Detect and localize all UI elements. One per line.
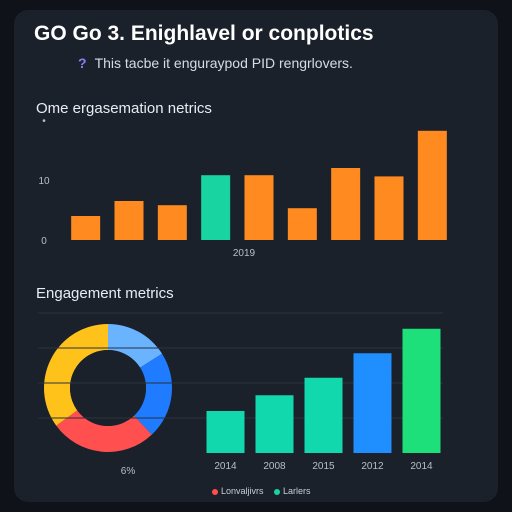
donut-chart: 6%: [44, 324, 172, 477]
top-bar-chart: 0 10 • 2019: [38, 116, 447, 259]
y-tick-label: 0: [41, 236, 47, 247]
x-tick-label: 2012: [361, 461, 384, 472]
x-axis-label: 2019: [233, 248, 256, 259]
legend-swatch: [212, 488, 218, 495]
subtitle-text: This tacbe it enguraypod PID rengrlovers…: [94, 55, 353, 71]
bar: [206, 411, 245, 453]
bar: [353, 353, 392, 453]
pie-slice: [134, 353, 172, 435]
bar: [157, 205, 187, 240]
bar: [417, 130, 447, 240]
y-tick-label: 10: [38, 176, 50, 187]
pie-slice: [44, 324, 108, 426]
page-subtitle: ? This tacbe it enguraypod PID rengrlover…: [78, 55, 353, 71]
bar: [331, 168, 361, 240]
bar: [304, 377, 343, 453]
top-chart-title: Ome ergasemation netrics: [36, 100, 212, 117]
bar: [244, 175, 274, 240]
pie-slice: [56, 410, 152, 452]
legend-label: Larlers: [283, 486, 311, 496]
x-tick-label: 2014: [410, 461, 433, 472]
donut-hole: [70, 350, 146, 426]
bottom-bar-chart: 2014 2008 2015 2012 2014: [38, 312, 443, 472]
donut-label: 6%: [121, 466, 136, 477]
help-icon: ?: [78, 55, 87, 71]
legend-swatch: [274, 488, 281, 495]
pie-slice: [108, 324, 163, 368]
legend-label: Lonvaljivrs: [221, 486, 264, 496]
legend-item: Larlers: [274, 486, 311, 496]
x-tick-label: 2014: [214, 461, 237, 472]
bar: [71, 216, 101, 240]
bar: [255, 395, 294, 453]
bar: [114, 201, 144, 240]
y-tick-label: •: [42, 116, 46, 127]
page-title: GO Go 3. Enighlavel or conplotics: [34, 22, 374, 45]
bar: [402, 328, 441, 453]
bar: [374, 176, 404, 240]
legend-item: Lonvaljivrs: [212, 486, 264, 496]
x-tick-label: 2015: [312, 461, 335, 472]
x-tick-label: 2008: [263, 461, 286, 472]
bar: [201, 175, 231, 240]
chart-legend: Lonvaljivrs Larlers: [212, 486, 319, 496]
bar: [287, 208, 317, 240]
engagement-title: Engagement metrics: [36, 285, 174, 302]
